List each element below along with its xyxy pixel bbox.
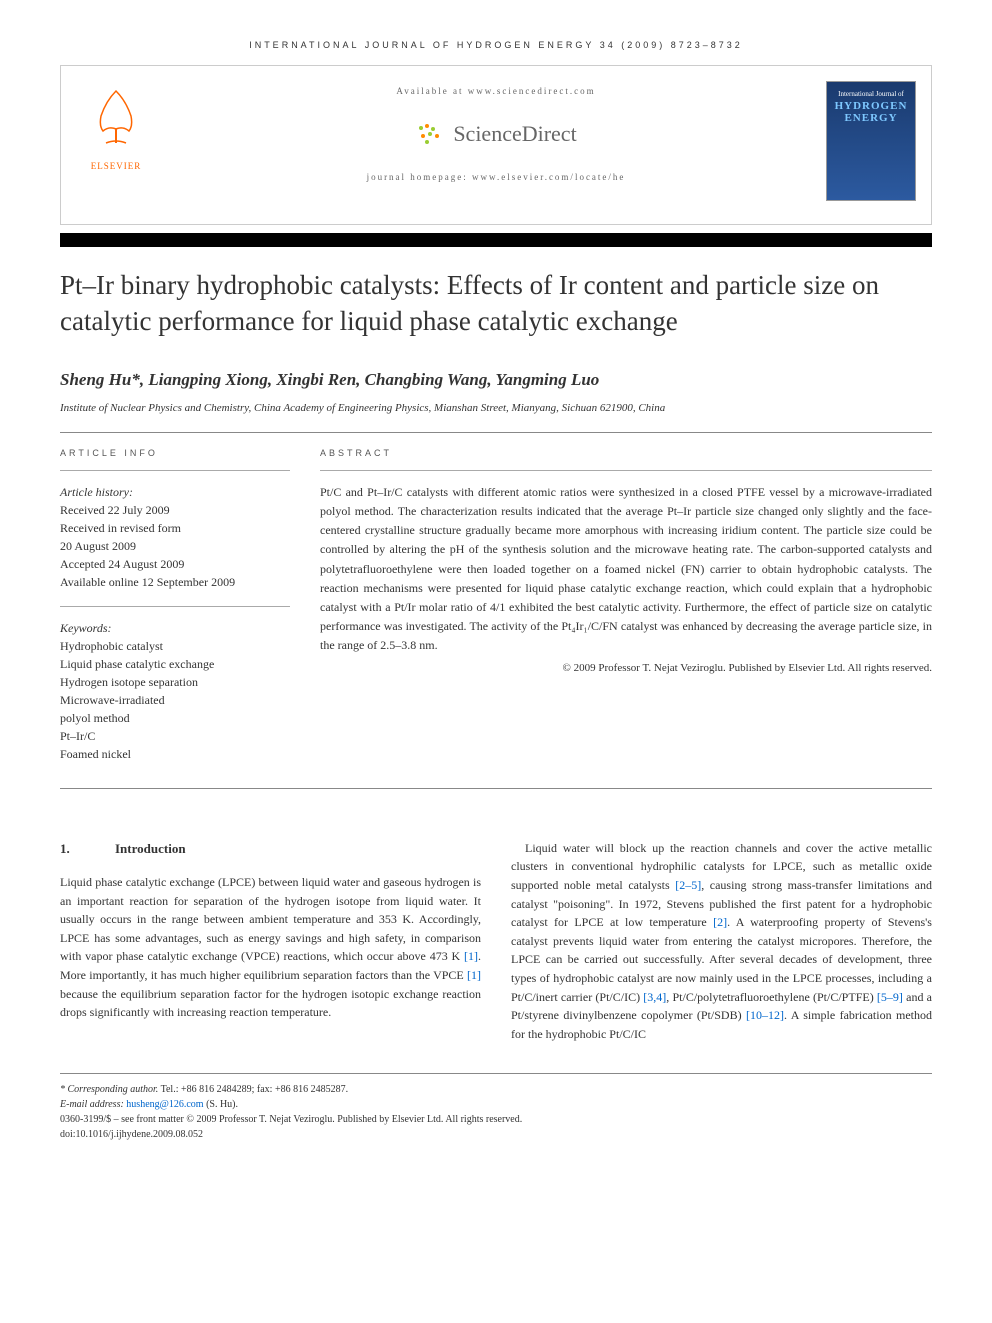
info-divider [60, 606, 290, 607]
article-body: 1.Introduction Liquid phase catalytic ex… [60, 839, 932, 1044]
journal-header: INTERNATIONAL JOURNAL OF HYDROGEN ENERGY… [60, 40, 932, 50]
keywords-label: Keywords: [60, 619, 290, 637]
citation-link[interactable]: [3,4] [643, 990, 666, 1004]
keyword: Hydrophobic catalyst [60, 637, 290, 655]
available-at-text: Available at www.sciencedirect.com [181, 86, 811, 96]
journal-homepage-text: journal homepage: www.elsevier.com/locat… [181, 172, 811, 182]
citation-link[interactable]: [2] [713, 915, 727, 929]
abstract-section: ABSTRACT Pt/C and Pt–Ir/C catalysts with… [320, 448, 932, 763]
section-heading: 1.Introduction [60, 839, 481, 859]
keyword: polyol method [60, 709, 290, 727]
body-paragraph: Liquid water will block up the reaction … [511, 839, 932, 1044]
publisher-box: ELSEVIER International Journal of HYDROG… [60, 65, 932, 225]
keyword: Microwave-irradiated [60, 691, 290, 709]
keyword: Liquid phase catalytic exchange [60, 655, 290, 673]
keyword: Pt–Ir/C [60, 727, 290, 745]
copyright-line: © 2009 Professor T. Nejat Veziroglu. Pub… [320, 662, 932, 674]
revised-label: Received in revised form [60, 519, 290, 537]
citation-link[interactable]: [2–5] [675, 878, 701, 892]
elsevier-name: ELSEVIER [76, 161, 156, 171]
footer-section: * Corresponding author. Tel.: +86 816 24… [60, 1073, 932, 1142]
body-column-right: Liquid water will block up the reaction … [511, 839, 932, 1044]
article-info-label: ARTICLE INFO [60, 448, 290, 458]
body-column-left: 1.Introduction Liquid phase catalytic ex… [60, 839, 481, 1044]
revised-date: 20 August 2009 [60, 537, 290, 555]
keyword: Hydrogen isotope separation [60, 673, 290, 691]
authors-list: Sheng Hu*, Liangping Xiong, Xingbi Ren, … [60, 370, 932, 390]
body-paragraph: Liquid phase catalytic exchange (LPCE) b… [60, 873, 481, 1022]
received-date: Received 22 July 2009 [60, 501, 290, 519]
section-number: 1. [60, 839, 115, 859]
citation-link[interactable]: [1] [467, 968, 481, 982]
issn-line: 0360-3199/$ – see front matter © 2009 Pr… [60, 1112, 932, 1127]
citation-link[interactable]: [1] [464, 949, 478, 963]
sciencedirect-logo[interactable]: ScienceDirect [415, 121, 576, 147]
elsevier-tree-icon [81, 81, 151, 151]
corresponding-author: * Corresponding author. Tel.: +86 816 24… [60, 1082, 932, 1097]
cover-subtitle: International Journal of [827, 82, 915, 100]
keywords-block: Keywords: Hydrophobic catalyst Liquid ph… [60, 619, 290, 763]
sciencedirect-text: ScienceDirect [453, 121, 576, 147]
article-history: Article history: Received 22 July 2009 R… [60, 483, 290, 591]
online-date: Available online 12 September 2009 [60, 573, 290, 591]
keyword: Foamed nickel [60, 745, 290, 763]
info-divider [60, 470, 290, 471]
email-line: E-mail address: husheng@126.com (S. Hu). [60, 1097, 932, 1112]
affiliation: Institute of Nuclear Physics and Chemist… [60, 402, 932, 414]
section-divider [60, 788, 932, 789]
citation-link[interactable]: [5–9] [877, 990, 903, 1004]
doi-line: doi:10.1016/j.ijhydene.2009.08.052 [60, 1127, 932, 1142]
abstract-text: Pt/C and Pt–Ir/C catalysts with differen… [320, 483, 932, 656]
email-link[interactable]: husheng@126.com [126, 1099, 203, 1110]
abstract-label: ABSTRACT [320, 448, 932, 458]
info-divider [320, 470, 932, 471]
cover-title-2: ENERGY [827, 112, 915, 124]
citation-link[interactable]: [10–12] [746, 1008, 784, 1022]
elsevier-logo[interactable]: ELSEVIER [76, 81, 156, 181]
divider-bar [60, 233, 932, 247]
article-info-sidebar: ARTICLE INFO Article history: Received 2… [60, 448, 290, 763]
article-title: Pt–Ir binary hydrophobic catalysts: Effe… [60, 267, 932, 340]
accepted-date: Accepted 24 August 2009 [60, 555, 290, 573]
sciencedirect-icon [415, 122, 445, 146]
section-title: Introduction [115, 841, 186, 856]
history-label: Article history: [60, 483, 290, 501]
cover-title-1: HYDROGEN [827, 100, 915, 112]
journal-cover-thumbnail[interactable]: International Journal of HYDROGEN ENERGY [826, 81, 916, 201]
